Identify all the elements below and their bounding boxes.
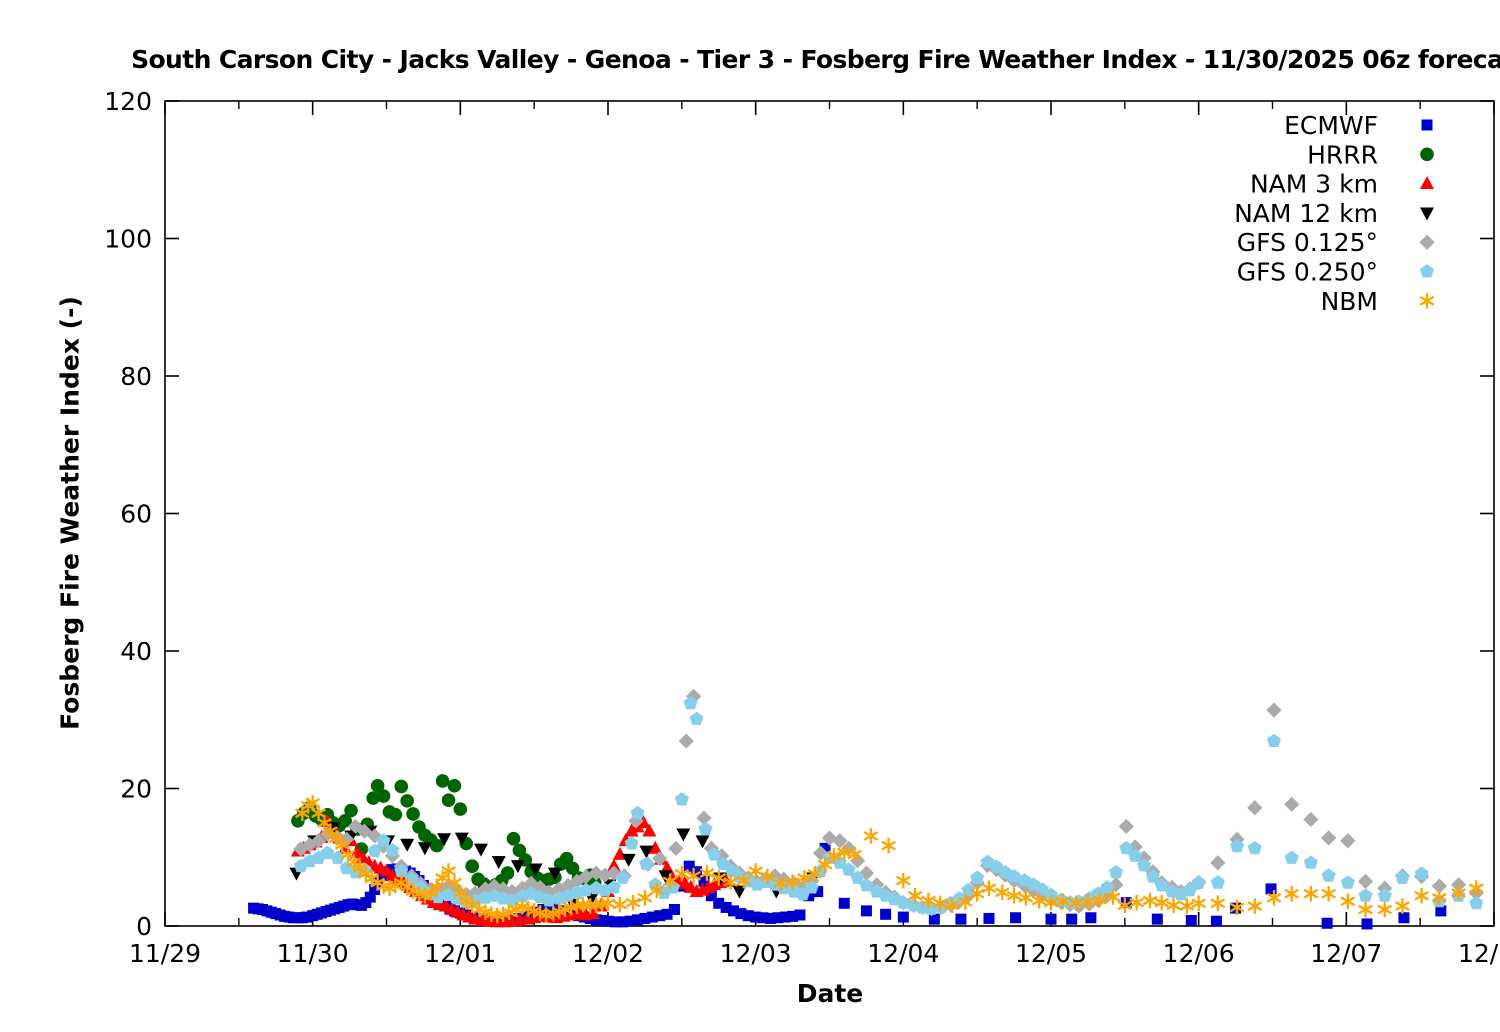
legend-marker-circle-icon [1420, 147, 1434, 162]
x-tick-label: 12/07 [1310, 939, 1382, 968]
x-tick-label: 12/03 [720, 939, 792, 968]
legend-item-label: ECMWF [1284, 111, 1378, 140]
plot-area: 11/29 11/30 12/01 12/02 12/03 12/04 12/05 12/06… [104, 87, 1500, 968]
legend-marker-pentagon-icon [1420, 264, 1434, 278]
y-tick-label: 80 [120, 362, 152, 391]
x-tick-label: 12/05 [1015, 939, 1087, 968]
y-tick-label: 100 [104, 225, 152, 254]
legend-marker-triangle-down-icon [1420, 207, 1434, 221]
legend-item-label: GFS 0.250° [1237, 258, 1378, 287]
legend-marker-asterisk-icon [1419, 293, 1435, 309]
legend-marker-triangle-up-icon [1420, 176, 1434, 189]
y-tick-label: 20 [120, 775, 152, 804]
y-tick-label: 0 [136, 912, 152, 941]
series-nbm [295, 795, 1484, 924]
legend-item-label: HRRR [1307, 140, 1378, 169]
legend-item-label: GFS 0.125° [1237, 228, 1378, 257]
x-tick-label: 11/29 [129, 939, 201, 968]
legend-item-label: NAM 12 km [1234, 199, 1378, 228]
x-axis-label: Date [796, 979, 864, 1008]
x-tick-label: 12/02 [572, 939, 644, 968]
y-tick-label: 40 [120, 637, 152, 666]
x-tick-label: 12/01 [424, 939, 496, 968]
x-tick-label: 12/08 [1458, 939, 1500, 968]
series-gfs-0-125 [293, 688, 1484, 917]
legend-marker-square-icon [1421, 119, 1433, 131]
legend-item-label: NAM 3 km [1250, 170, 1378, 199]
y-tick-label: 60 [120, 500, 152, 529]
y-tick-label: 120 [104, 87, 152, 116]
y-axis-label: Fosberg Fire Weather Index (-) [55, 296, 85, 730]
legend-marker-diamond-icon [1419, 234, 1435, 250]
fosberg-fire-weather-chart: South Carson City - Jacks Valley - Genoa… [40, 16, 1500, 1016]
chart-title: South Carson City - Jacks Valley - Genoa… [131, 45, 1500, 74]
x-tick-label: 11/30 [277, 939, 349, 968]
legend-item-label: NBM [1321, 287, 1378, 316]
x-tick-label: 12/04 [867, 939, 939, 968]
x-tick-label: 12/06 [1163, 939, 1235, 968]
